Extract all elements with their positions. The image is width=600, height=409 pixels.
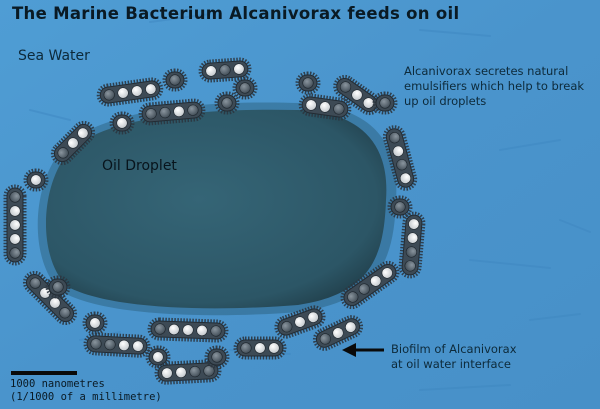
alcanivorax-bacterium (3, 184, 27, 266)
biofilm-arrow (342, 343, 384, 357)
alcanivorax-bacterium (96, 77, 164, 107)
biofilm-annotation-line2: at oil water interface (391, 357, 512, 371)
alcanivorax-bacterium (138, 98, 206, 126)
alcanivorax-bacterium (154, 359, 222, 385)
alcanivorax-bacterium (295, 71, 321, 95)
alcanivorax-bacterium (298, 93, 352, 121)
alcanivorax-bacterium (83, 332, 151, 358)
alcanivorax-bacterium (233, 336, 287, 360)
biofilm-annotation-line1: Biofilm of Alcanivorax (391, 342, 517, 356)
diagram-title: The Marine Bacterium Alcanivorax feeds o… (12, 4, 460, 23)
alcanivorax-bacterium (198, 57, 252, 83)
scale-label-line1: 1000 nanometres (10, 378, 105, 390)
alcanivorax-bacterium (147, 317, 229, 343)
alcanivorax-bacterium (45, 275, 71, 299)
scale-bar (11, 371, 77, 375)
alcanivorax-bacterium (162, 68, 188, 92)
alcanivorax-bacterium (340, 260, 400, 310)
alcanivorax-bacterium (82, 311, 108, 335)
alcanivorax-bacterium (398, 211, 426, 279)
alcanivorax-bacterium (23, 168, 49, 192)
alcanivorax-bacterium (214, 91, 240, 115)
sea-water-label: Sea Water (18, 48, 90, 64)
alcanivorax-bacterium (382, 125, 418, 191)
alcanivorax-bacterium (387, 195, 413, 219)
alcanivorax-bacterium (50, 120, 96, 166)
oil-droplet (45, 109, 387, 309)
alcanivorax-bacterium (312, 315, 364, 351)
biofilm-annotation: Biofilm of Alcanivorax at oil water inte… (391, 342, 591, 372)
oil-droplet-label: Oil Droplet (102, 158, 177, 174)
bacteria-layer (3, 57, 426, 385)
scale-label-line2: (1/1000 of a millimetre) (10, 391, 162, 403)
alcanivorax-bacterium (109, 111, 135, 135)
scale-label: 1000 nanometres (1/1000 of a millimetre) (10, 378, 162, 404)
alcanivorax-bacterium (372, 91, 398, 115)
alcanivorax-bacterium (232, 76, 258, 100)
emulsifier-annotation: Alcanivorax secretes natural emulsifiers… (404, 64, 585, 108)
alcanivorax-bacterium (204, 345, 230, 369)
